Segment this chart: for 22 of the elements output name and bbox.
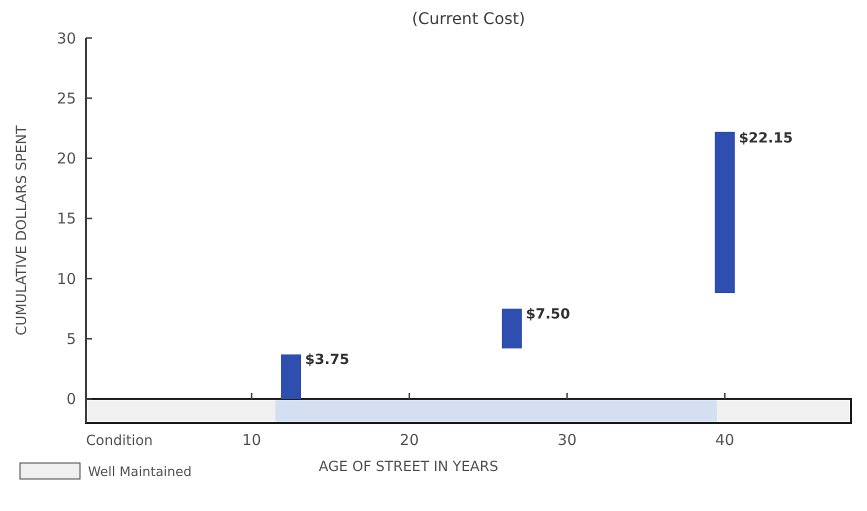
y-tick-label: 0 xyxy=(66,390,76,408)
text: Condition xyxy=(86,433,153,449)
y-axis-title: CUMULATIVE DOLLARS SPENT xyxy=(14,125,30,336)
bar xyxy=(714,132,735,294)
annotation: $3.75 xyxy=(305,352,350,368)
x-axis-title: AGE OF STREET IN YEARS xyxy=(318,459,498,475)
y-tick-label: 15 xyxy=(56,210,76,228)
y-tick-label: 30 xyxy=(56,29,76,48)
chart-title: (Current Cost) xyxy=(412,9,526,28)
y-tick-label: 5 xyxy=(66,330,76,348)
annotation: $7.50 xyxy=(526,306,570,323)
y-tick-label: 10 xyxy=(56,270,76,288)
bar xyxy=(281,354,302,399)
annotation: $22.15 xyxy=(738,130,793,146)
y-tick-label: 20 xyxy=(56,150,76,168)
y-tick-label: 25 xyxy=(56,89,76,108)
x-tick-label: 20 xyxy=(400,431,419,449)
x-tick-label: 30 xyxy=(558,431,577,449)
x-tick-label: 40 xyxy=(715,431,734,449)
x-tick-label: 10 xyxy=(242,431,262,449)
bar xyxy=(502,308,522,348)
legend-label: Well Maintained xyxy=(88,465,192,480)
